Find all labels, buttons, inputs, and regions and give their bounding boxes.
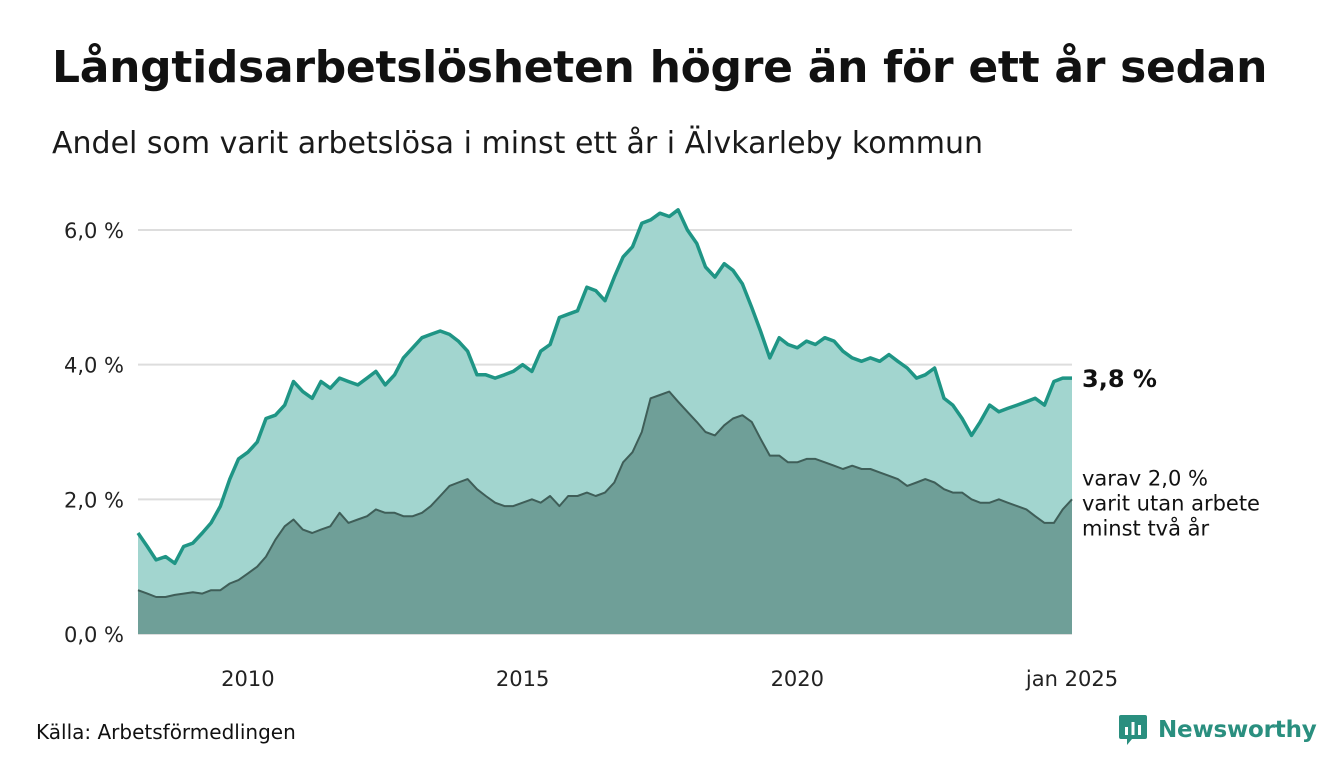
chart-areas (138, 209, 1072, 635)
axis-labels: 0,0 % 2,0 % 4,0 % 6,0 % 2010 2015 2020 jan 2025 (64, 219, 1118, 691)
x-tick-label: 2020 (771, 667, 824, 691)
y-tick-label: 6,0 % (64, 219, 124, 243)
y-tick-label: 0,0 % (64, 623, 124, 647)
area-series-twoyear (138, 391, 1072, 634)
x-tick-label: jan 2025 (1025, 667, 1118, 691)
chart-lines (136, 208, 1073, 598)
brand-logo: Newsworthy (1118, 713, 1317, 747)
end-label-sub-line: varav 2,0 % (1082, 466, 1208, 490)
x-tick-label: 2010 (221, 667, 274, 691)
end-label-main: 3,8 % (1082, 365, 1157, 393)
line-series-twoyear (137, 390, 1073, 598)
brand-name: Newsworthy (1158, 717, 1317, 743)
line-series-long (136, 208, 1072, 566)
end-label-sub-line: varit utan arbete (1082, 491, 1260, 515)
chart-title: Långtidsarbetslösheten högre än för ett … (52, 42, 1268, 93)
y-tick-label: 2,0 % (64, 488, 124, 512)
y-tick-label: 4,0 % (64, 354, 124, 378)
x-tick-label: 2015 (496, 667, 549, 691)
chart-subtitle: Andel som varit arbetslösa i minst ett å… (52, 126, 984, 161)
newsworthy-logo-icon (1119, 715, 1147, 745)
source-note: Källa: Arbetsförmedlingen (36, 720, 296, 744)
end-label-sub-line: minst två år (1082, 515, 1210, 540)
